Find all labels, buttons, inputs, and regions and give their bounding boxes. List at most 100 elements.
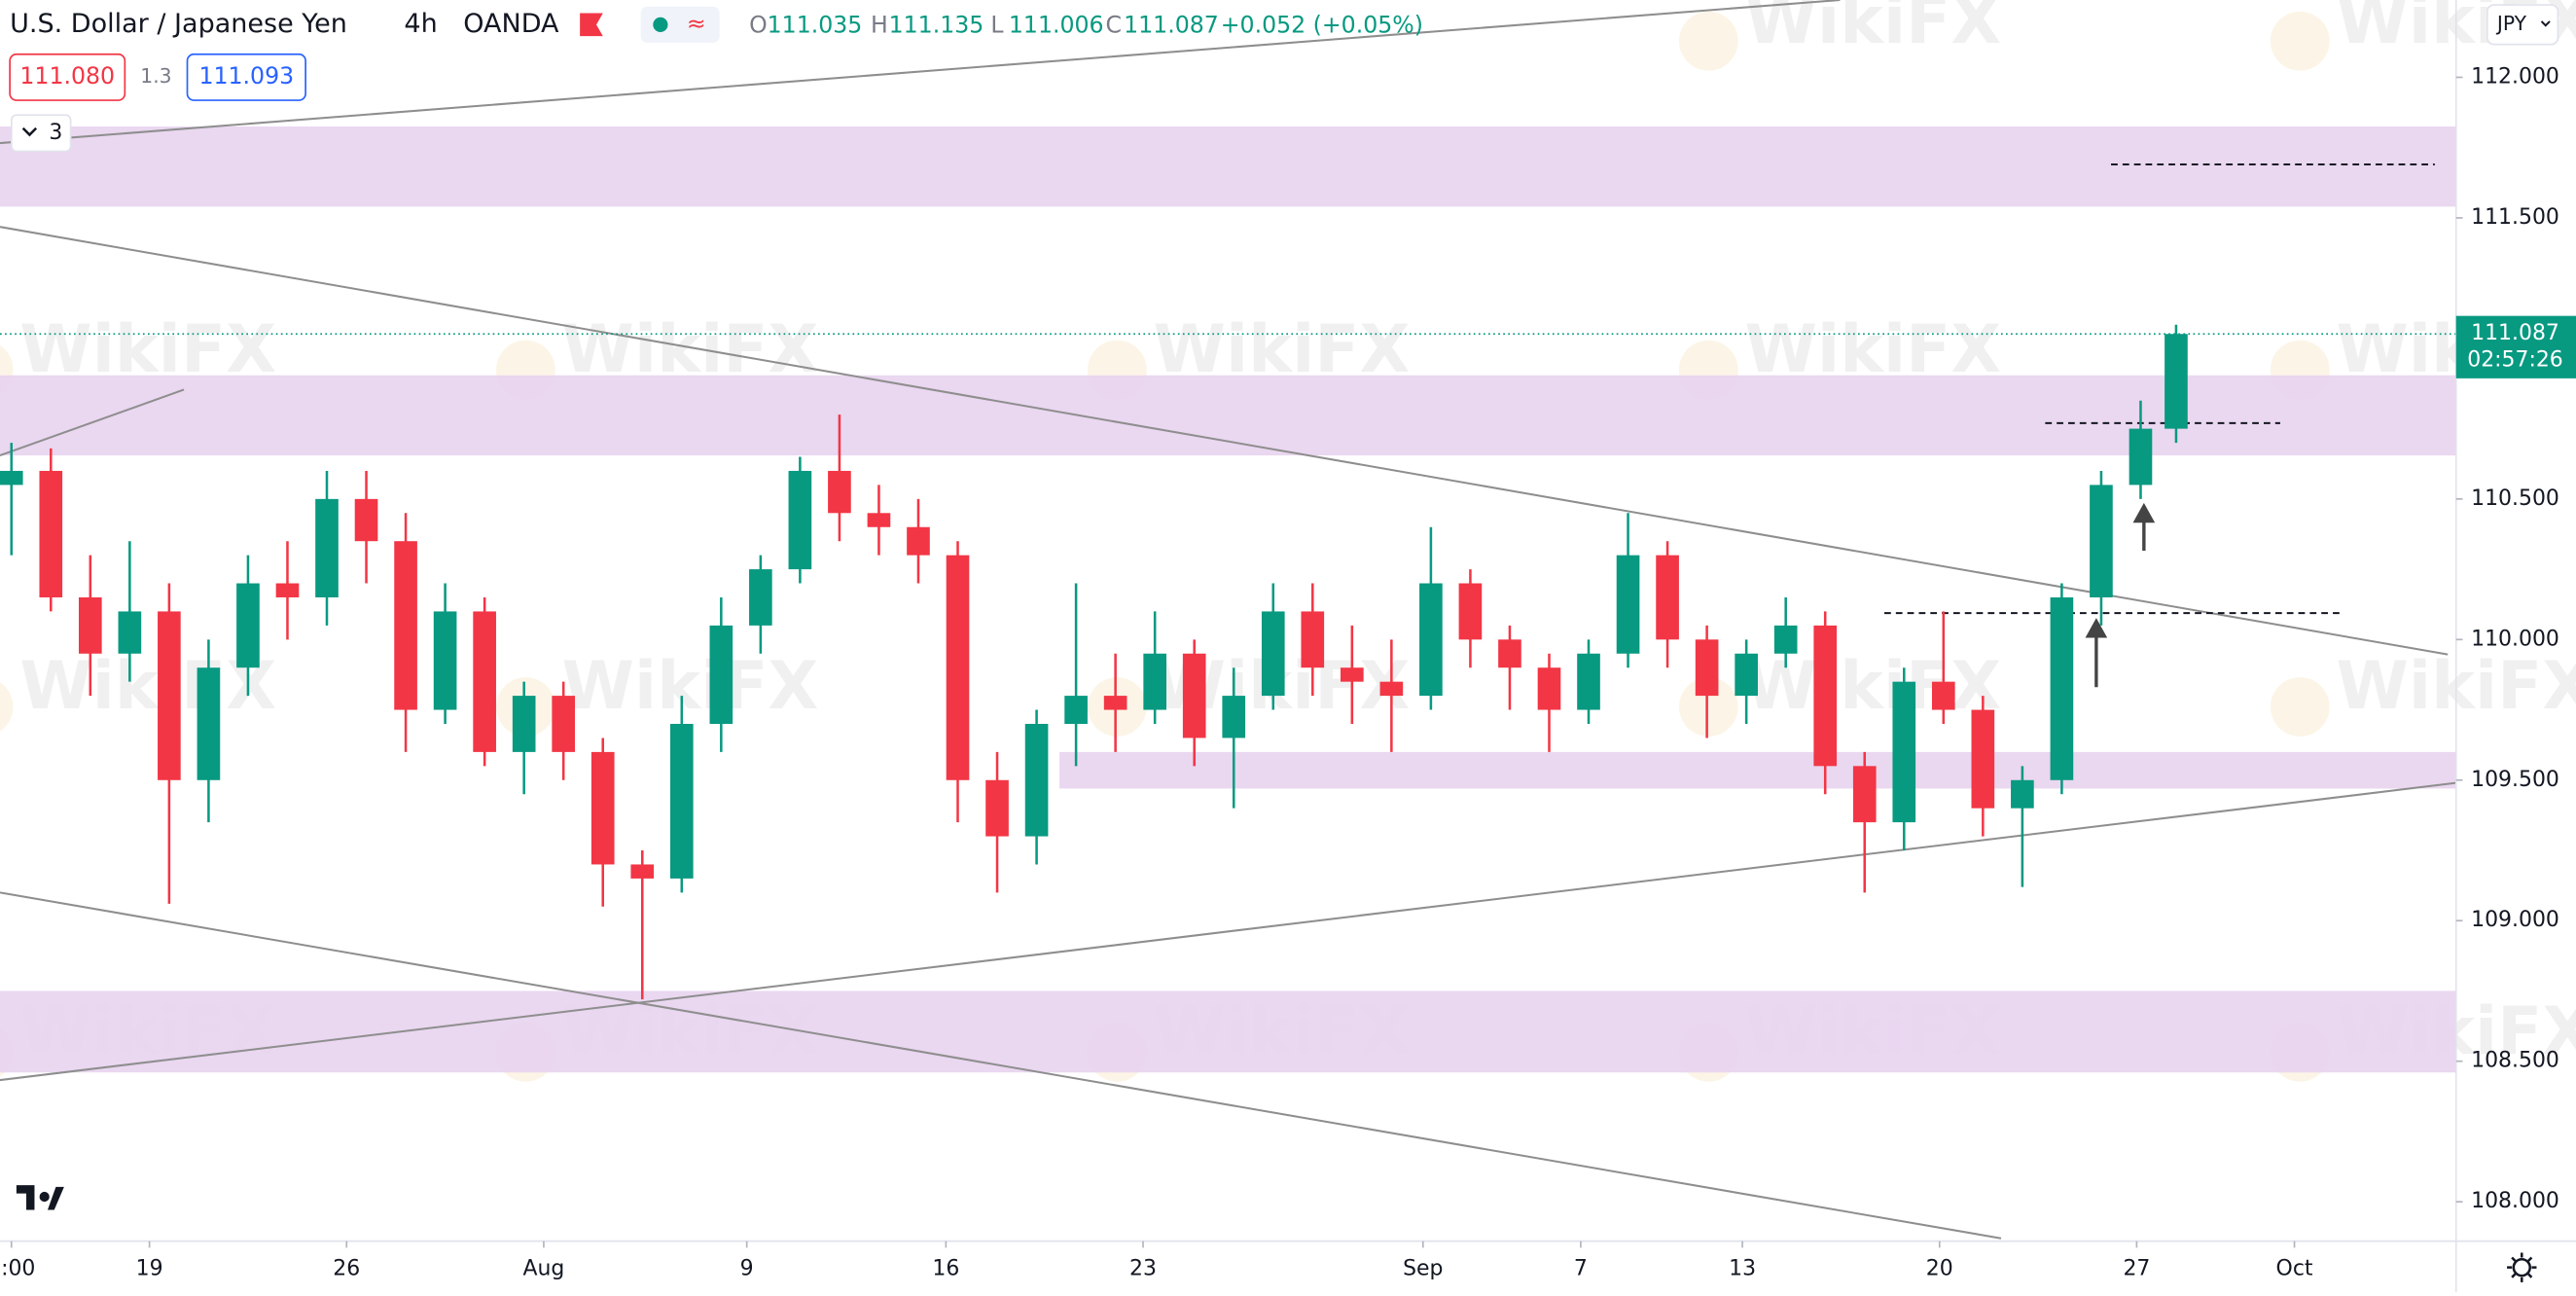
candle-body [590,751,615,865]
candle-body [946,555,970,780]
indicators-toggle[interactable] [10,114,72,153]
x-tick-label: 7 [1574,1256,1588,1280]
x-tick-label: 27 [2123,1256,2150,1280]
candle-body [1182,653,1206,738]
symbol: U.S. Dollar / Japanese Yen [10,9,347,39]
y-tick-label: 109.500 [2471,768,2559,792]
candle-body [275,583,300,597]
candle-body [1892,681,1916,823]
logo-mark [16,1185,64,1210]
trendline [0,781,2456,1082]
candle-body [1341,667,1364,682]
price-label-bg [2455,315,2576,378]
x-tick-label: 26 [333,1256,360,1280]
candle-body [1379,681,1404,697]
candle-body [78,596,102,654]
ohlc-letter: O [749,12,768,39]
candle-body [197,667,221,780]
watermark-logo [1678,11,1738,71]
watermark: WikiFX [1744,0,2001,58]
candle-body [1064,696,1088,724]
sell-price[interactable]: 111.080 [19,62,115,90]
candle-body [1458,583,1483,640]
ohlc-value: 111.135 [889,12,984,39]
x-tick-label: Sep [1403,1256,1443,1280]
candle-body [473,611,496,752]
interval: 4h [404,9,437,39]
currency-button[interactable] [2486,4,2559,46]
indicators-count[interactable]: 3 [49,121,62,145]
sell-button[interactable] [9,53,126,101]
candle-body [1971,709,1995,809]
currency[interactable]: JPY [2495,12,2527,35]
x-tick-label: 16 [932,1256,959,1280]
candle-body [1103,696,1127,710]
candle-body [1813,625,1838,767]
trendline [0,891,2002,1240]
watermark: WikiFX [562,647,819,724]
x-tick-label: 19 [136,1256,163,1280]
axes: 112.000 111.500 110.500 110.000 109.500 109.0… [0,64,2576,1280]
candle-body [2011,779,2034,809]
status-dot [653,17,668,32]
watermark-logo [2270,677,2330,737]
candle-body [1301,611,1325,668]
candle-body [1222,696,1246,738]
candle-body [907,526,930,556]
x-tick-label: 0:00 [0,1256,35,1280]
zone [0,126,2456,207]
watermark-logo [1678,677,1738,737]
watermark-logo [0,682,14,732]
change: +0.052 (+0.05%) [1221,12,1423,39]
candle-body [2090,485,2113,597]
watermark: WikiFX [19,310,276,387]
candle-body [1616,555,1640,654]
candle-body [315,498,339,597]
ohlc-value: 111.087 [1124,12,1219,39]
candle-body [1498,639,1521,668]
gear [2512,1257,2531,1278]
candle-body [354,498,378,542]
ohlc: +0.052 (+0.05%) O 111.035 H 111.135 L 111.006… [749,12,1423,39]
candle-body [1773,625,1798,654]
y-tick-label: 111.500 [2471,205,2559,230]
source: OANDA [463,9,559,39]
candle-body [394,541,417,710]
zone [0,375,2456,456]
candle-body [630,864,655,879]
plot-area [0,0,2456,1240]
trendline [0,388,185,457]
status-pill [640,6,720,43]
ohlc-value: 111.006 [1009,12,1104,39]
watermark: WikiFX [1744,310,2001,387]
watermark: WikiFX [562,310,819,387]
candle-body [39,470,63,597]
watermark: WikiFX [19,647,276,724]
candle-body [236,583,260,668]
buy-button[interactable] [186,53,306,101]
settings-icon[interactable] [2507,1252,2537,1282]
ohlc-letter: L [990,12,1004,39]
candle-body [512,696,536,752]
x-tick-label: 13 [1729,1256,1756,1280]
tv-logo[interactable] [8,1173,68,1224]
candle-body [788,470,812,570]
candle-body [1261,611,1285,697]
chevron [2540,20,2551,27]
y-tick-label: 109.000 [2471,908,2559,932]
y-tick-label: 112.000 [2471,64,2559,89]
candle-body [1735,653,1758,697]
candle-body [1656,555,1679,640]
buy-price[interactable]: 111.093 [198,62,294,90]
y-tick-label: 108.000 [2471,1189,2559,1213]
ohlc-value: 111.035 [768,12,863,39]
candle-body [985,779,1009,837]
x-tick-label: 9 [740,1256,754,1280]
candle-body [2050,596,2074,780]
spread: 1.3 [140,64,171,88]
candle-body [749,569,772,626]
chevron [21,126,38,137]
y-tick-label: 108.500 [2471,1049,2559,1073]
x-tick-label: Aug [523,1256,565,1280]
